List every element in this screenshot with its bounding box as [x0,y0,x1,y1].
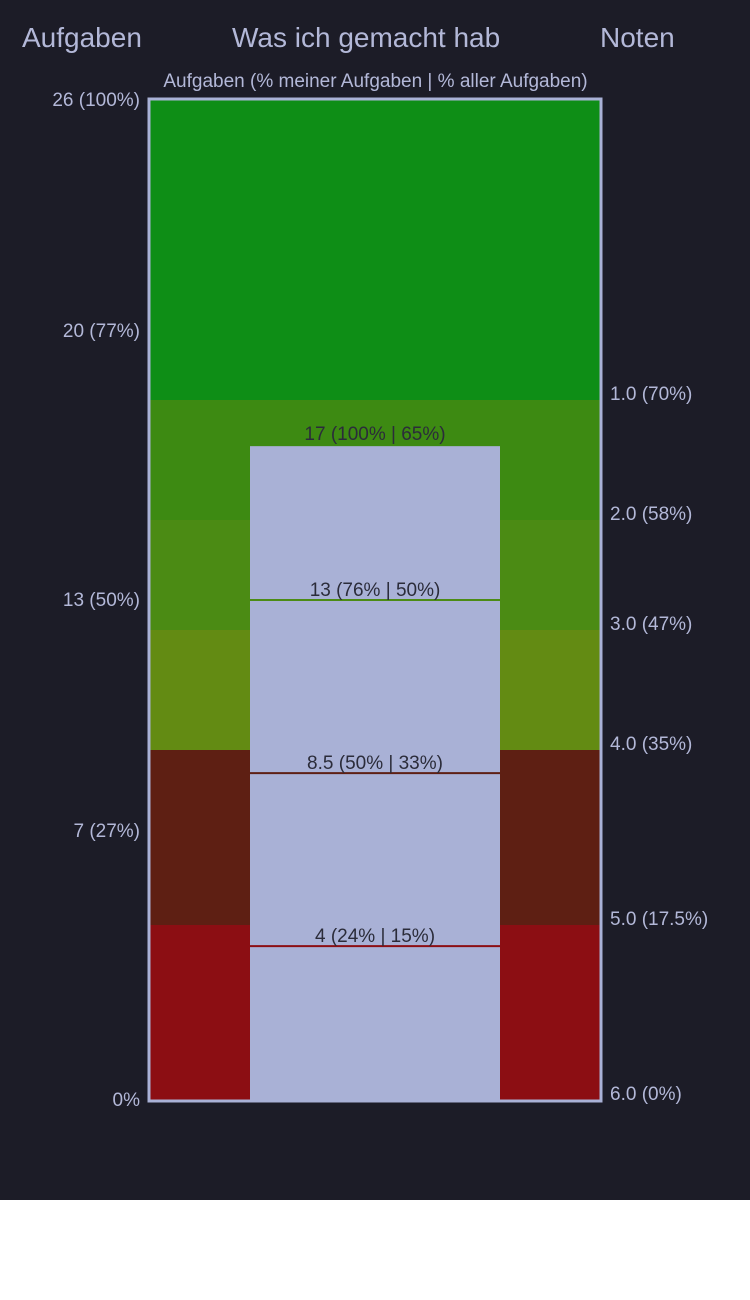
right-axis-tick-3: 3.0 (47%) [610,614,692,635]
right-column-title: Noten [600,22,675,53]
right-axis-tick-5: 5.0 (17.5%) [610,909,708,930]
grade-threshold-label-1: 13 (76% | 50%) [310,580,441,601]
left-column-title: Aufgaben [22,22,142,53]
left-axis-tick-3: 13 (50%) [63,590,140,611]
right-axis-tick-6: 6.0 (0%) [610,1084,682,1105]
right-axis-tick-1: 1.0 (70%) [610,384,692,405]
chart-subtitle: Aufgaben (% meiner Aufgaben | % aller Au… [163,71,588,92]
grade-chart: 17 (100% | 65%) 13 (76% | 50%) 8.5 (50% | … [52,90,708,1111]
grade-threshold-label-2: 8.5 (50% | 33%) [307,753,443,774]
completed-bar-label: 17 (100% | 65%) [304,424,445,445]
left-axis-tick-1: 26 (100%) [52,90,140,111]
left-axis-tick-4: 7 (27%) [73,821,140,842]
left-axis-tick-5: 0% [113,1090,141,1111]
left-axis-tick-2: 20 (77%) [63,321,140,342]
chart-frame [147,97,603,1103]
right-axis-tick-2: 2.0 (58%) [610,504,692,525]
grade-threshold-label-3: 4 (24% | 15%) [315,926,435,947]
right-axis-tick-4: 4.0 (35%) [610,734,692,755]
grade-band-1 [150,100,600,400]
center-column-title: Was ich gemacht hab [232,22,501,53]
chart-panel: Aufgaben Was ich gemacht hab Noten Aufga… [0,0,750,1200]
